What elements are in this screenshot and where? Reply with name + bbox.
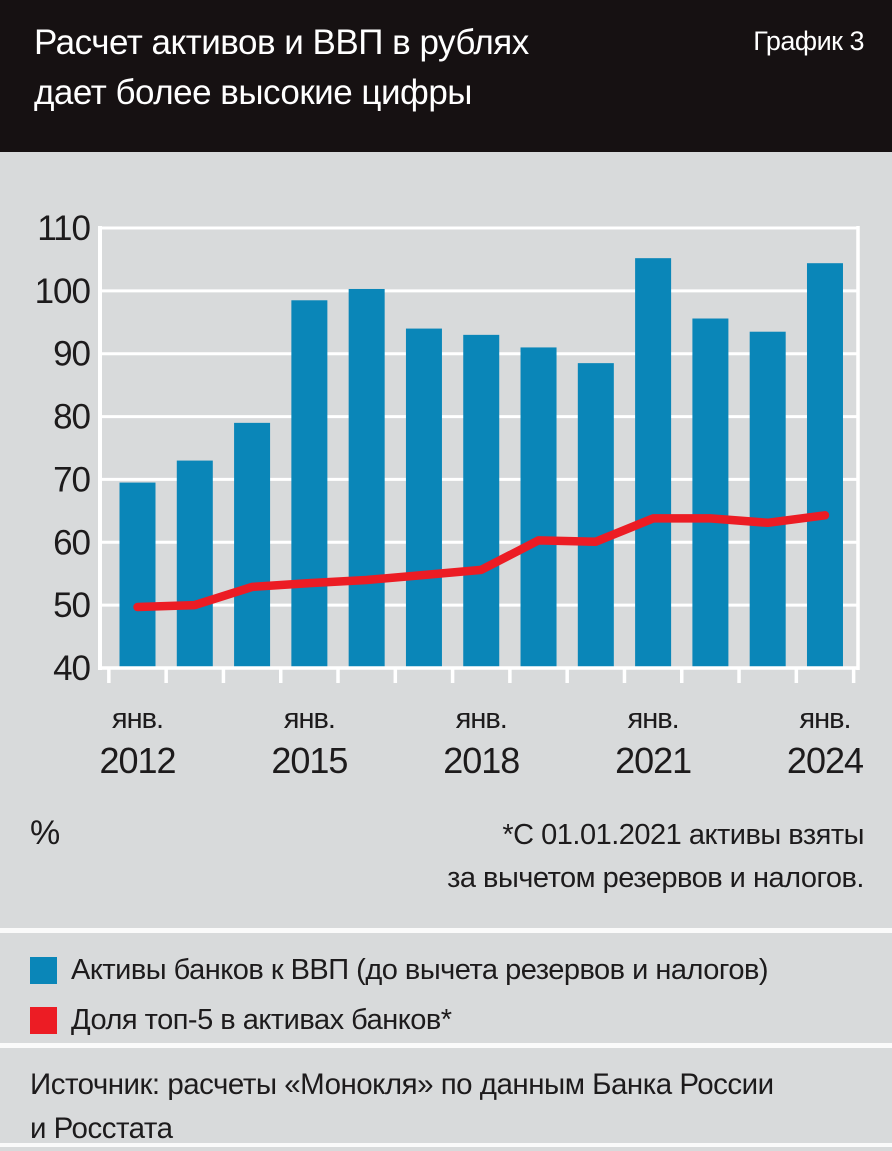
source-line1: Источник: расчеты «Монокля» по данным Ба… [30, 1068, 774, 1101]
y-label-60: 60 [53, 523, 90, 562]
chart-area: 110 100 90 80 70 60 50 40 янв. 2012 янв. 2015 янв. 20… [0, 152, 892, 800]
footnote-line2: за вычетом резервов и налогов. [447, 862, 864, 894]
bar-2022 [692, 318, 729, 668]
legend-item-line: Доля топ-5 в активах банков* [30, 1004, 864, 1037]
chart-title-line1: Расчет активов и ВВП в рублях [34, 23, 529, 62]
legend-label-line: Доля топ-5 в активах банков* [71, 1004, 452, 1036]
footnote-line1: *С 01.01.2021 активы взяты [502, 819, 864, 851]
bar-2021 [635, 258, 672, 668]
y-axis-unit-label: % [30, 814, 60, 852]
bar-2015 [291, 300, 328, 668]
chart-title-line2: дает более высокие цифры [34, 73, 472, 112]
y-label-90: 90 [53, 335, 90, 374]
bar-2016 [348, 288, 385, 668]
x-label-year-2012: 2012 [99, 740, 175, 781]
x-label-year-2021: 2021 [615, 740, 691, 781]
bar-2012 [119, 482, 156, 668]
y-label-40: 40 [53, 649, 90, 688]
bottom-border [0, 1143, 892, 1147]
chart-footnote: *С 01.01.2021 активы взяты за вычетом ре… [447, 814, 864, 900]
chart-meta-row: % *С 01.01.2021 активы взяты за вычетом … [0, 800, 892, 928]
y-label-110: 110 [37, 209, 90, 248]
x-label-year-2018: 2018 [443, 740, 519, 781]
x-label-month-2015: янв. [284, 703, 335, 735]
x-label-year-2015: 2015 [271, 740, 347, 781]
legend-swatch-blue [30, 957, 57, 984]
chart-header: Расчет активов и ВВП в рублях дает более… [0, 0, 892, 152]
source-note: Источник: расчеты «Монокля» по данным Ба… [0, 1048, 892, 1151]
line-series-top5-share [133, 511, 830, 612]
x-label-month-2024: янв. [799, 703, 850, 735]
x-axis-labels: янв. 2012 янв. 2015 янв. 2018 янв. 2021 янв. 2024 [99, 703, 864, 781]
x-ticks [107, 669, 856, 683]
y-label-100: 100 [35, 272, 91, 311]
legend-swatch-red [30, 1007, 57, 1034]
legend-label-bars: Активы банков к ВВП (до вычета резервов … [71, 954, 769, 986]
bar-2020 [577, 363, 614, 668]
bar-2014 [234, 422, 271, 668]
separator-above-source [0, 1043, 892, 1048]
y-axis-labels: 110 100 90 80 70 60 50 40 [35, 209, 92, 688]
chart-legend: Активы банков к ВВП (до вычета резервов … [0, 933, 892, 1043]
bar-2018 [463, 334, 500, 668]
chart-number-tag: График 3 [753, 26, 864, 56]
bar-2023 [749, 331, 786, 668]
x-label-month-2021: янв. [628, 703, 679, 735]
x-label-month-2018: янв. [456, 703, 507, 735]
bar-2013 [176, 460, 213, 668]
bar-2024 [806, 263, 843, 668]
x-label-month-2012: янв. [112, 703, 163, 735]
chart-svg: 110 100 90 80 70 60 50 40 янв. 2012 янв. 2015 янв. 20… [35, 209, 864, 781]
bar-2019 [520, 347, 557, 668]
chart-title: Расчет активов и ВВП в рублях дает более… [34, 18, 529, 118]
legend-item-bars: Активы банков к ВВП (до вычета резервов … [30, 954, 864, 987]
source-line2: и Росстата [30, 1112, 173, 1145]
y-label-50: 50 [53, 586, 90, 625]
bars-series [119, 258, 843, 668]
y-label-70: 70 [53, 460, 90, 499]
y-label-80: 80 [53, 398, 90, 437]
x-label-year-2024: 2024 [787, 740, 863, 781]
bar-2017 [405, 328, 442, 668]
separator-above-legend [0, 928, 892, 933]
